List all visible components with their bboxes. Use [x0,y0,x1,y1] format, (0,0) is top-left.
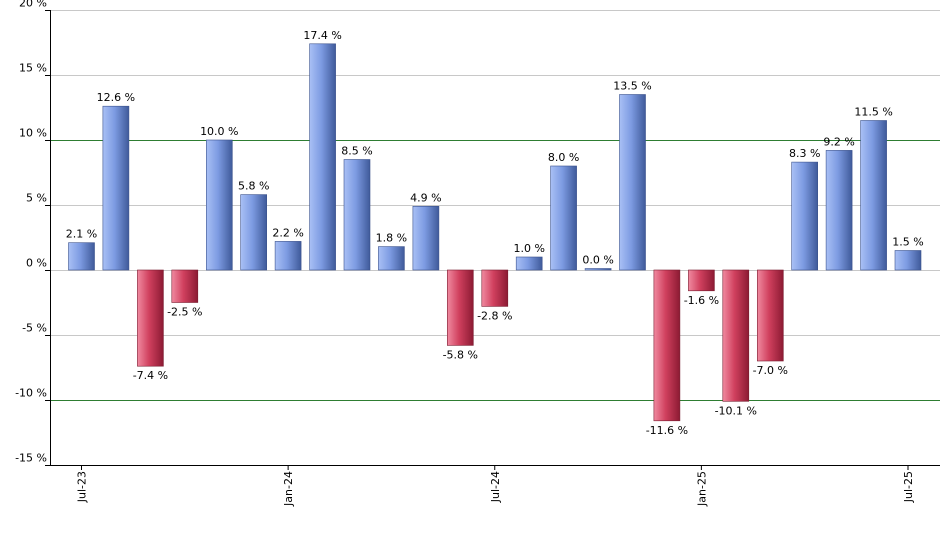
bar-dec-24 [653,269,681,422]
data-label: 1.5 % [892,236,923,249]
y-tick-label: -5 % [22,322,47,335]
data-label: 8.5 % [341,145,372,158]
data-label: 12.6 % [97,91,135,104]
data-label: 1.0 % [513,242,544,255]
data-label: -5.8 % [443,348,478,361]
data-label: 5.8 % [238,180,269,193]
y-tick-label: 10 % [19,127,47,140]
x-tick-label: Jul-24 [489,471,502,503]
bar-sep-24 [550,165,577,271]
y-tick-label: 20 % [19,0,47,10]
bar-dec-23 [240,194,267,271]
y-tick-label: 5 % [26,192,47,205]
x-axis-tick-labels: Jul-23 Jan-24 Jul-24 Jan-25 Jul-25 [76,471,916,507]
y-tick-label: 0 % [26,257,47,270]
bar-sep-23 [137,269,164,367]
bar-jan-24 [274,241,302,271]
bar-jun-24 [446,269,474,346]
x-tick-label: Jul-23 [76,471,89,503]
bars [68,43,922,422]
bar-apr-25 [791,161,819,271]
bar-aug-23 [102,105,130,271]
bar-mar-25 [756,269,784,362]
data-label: 1.8 % [376,232,407,245]
data-label: 8.0 % [548,151,579,164]
x-tick-label: Jan-24 [282,471,295,507]
data-label: 9.2 % [823,135,854,148]
data-label: -1.6 % [684,294,719,307]
bar-jul-23 [68,242,95,271]
bar-feb-25 [722,269,750,402]
data-label: -2.8 % [477,309,512,322]
bar-nov-23 [206,139,233,271]
x-tick-label: Jan-25 [695,471,708,507]
bar-nov-24 [619,94,646,271]
data-label: 8.3 % [789,147,820,160]
data-label: 10.0 % [200,125,238,138]
data-label: -7.0 % [753,364,788,377]
bar-oct-24 [584,268,612,271]
bar-jul-24 [481,269,509,307]
bar-jun-25 [860,120,887,271]
bar-oct-23 [171,269,199,303]
data-label: 0.0 % [582,254,613,267]
data-labels: 2.1 % 12.6 % -7.4 % -2.5 % 10.0 % 5.8 % 2.2 % 1… [66,29,924,437]
bar-apr-24 [378,246,405,271]
bar-aug-24 [515,256,543,271]
y-tick-label: 15 % [19,62,47,75]
bar-jan-25 [688,269,715,292]
bar-feb-24 [309,43,336,271]
y-tick-label: -10 % [15,387,47,400]
bar-may-24 [412,206,440,271]
x-tick-label: Jul-25 [902,471,915,503]
data-label: -7.4 % [133,369,168,382]
y-tick-label: -15 % [15,452,47,465]
axes [45,10,940,470]
bar-may-25 [825,150,853,271]
y-axis-tick-labels: 20 % 15 % 10 % 5 % 0 % -5 % -10 % -15 % [15,0,47,465]
data-label: 11.5 % [854,106,892,119]
data-label: 2.2 % [272,226,303,239]
data-label: -10.1 % [715,404,757,417]
data-label: 13.5 % [613,80,651,93]
data-label: 2.1 % [66,228,97,241]
data-label: -11.6 % [646,424,688,437]
bar-mar-24 [343,159,371,271]
bar-jul-25 [894,250,922,271]
data-label: 4.9 % [410,191,441,204]
data-label: 17.4 % [303,29,341,42]
data-label: -2.5 % [167,306,202,319]
